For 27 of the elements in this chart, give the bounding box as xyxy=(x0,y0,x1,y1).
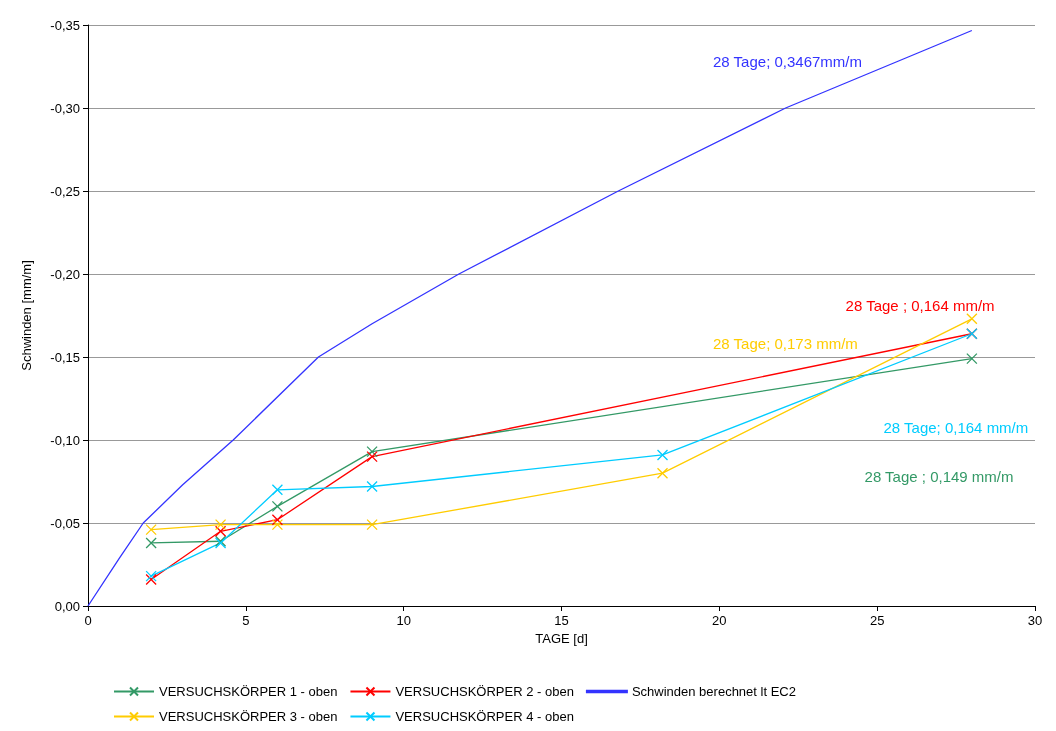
annotation: 28 Tage; 0,3467mm/m xyxy=(713,53,862,71)
y-tick-label: -0,35 xyxy=(50,17,80,33)
x-tick-label: 5 xyxy=(242,613,250,628)
x-tick-label: 25 xyxy=(869,613,885,628)
x-tick-label: 15 xyxy=(554,613,569,628)
x-tick-label: 20 xyxy=(712,613,727,628)
y-tick-label: -0,30 xyxy=(50,100,80,116)
y-tick-label: -0,20 xyxy=(50,266,80,282)
y-tick-label: -0,25 xyxy=(50,183,80,199)
annotation: 28 Tage; 0,164 mm/m xyxy=(883,419,1029,437)
x-tick-label: 30 xyxy=(1027,613,1043,628)
legend-label: VERSUCHSKÖRPER 3 - oben xyxy=(159,709,338,724)
annotation: 28 Tage; 0,173 mm/m xyxy=(713,334,858,352)
y-tick-label: 0,00 xyxy=(54,598,80,614)
x-tick-label: 0 xyxy=(84,613,92,628)
legend-label: VERSUCHSKÖRPER 4 - oben xyxy=(395,709,574,724)
y-tick-label: -0,10 xyxy=(50,432,80,448)
y-tick-label: -0,05 xyxy=(50,515,80,531)
legend-label: VERSUCHSKÖRPER 2 - oben xyxy=(395,684,574,699)
y-axis-title: Schwinden [mm/m] xyxy=(19,260,34,371)
legend-label: Schwinden berechnet lt EC2 xyxy=(631,684,796,699)
x-tick-label: 10 xyxy=(396,613,411,628)
y-tick-label: -0,15 xyxy=(50,349,80,365)
legend-label: VERSUCHSKÖRPER 1 - oben xyxy=(159,684,338,699)
annotation: 28 Tage ; 0,164 mm/m xyxy=(845,297,995,315)
annotation: 28 Tage ; 0,149 mm/m xyxy=(864,468,1014,486)
x-axis-title: TAGE [d] xyxy=(535,631,588,646)
